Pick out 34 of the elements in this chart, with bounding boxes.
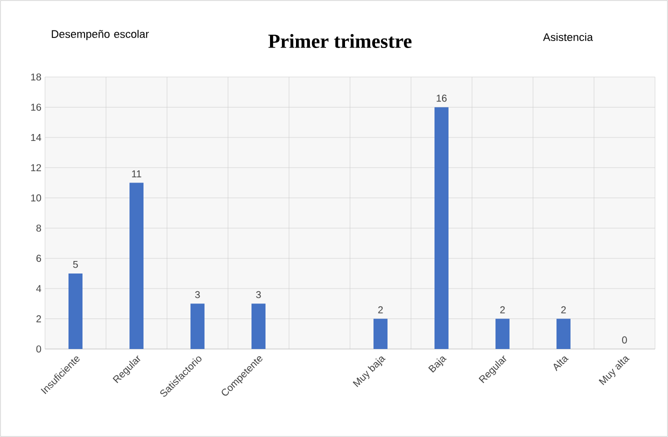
bar bbox=[68, 273, 82, 349]
data-label: 0 bbox=[622, 336, 627, 344]
bar bbox=[374, 318, 388, 349]
y-tick-label: 4 bbox=[36, 285, 42, 292]
data-label: 2 bbox=[500, 306, 505, 314]
data-label: 16 bbox=[436, 94, 447, 102]
x-tick-label: Muy baja bbox=[352, 356, 386, 388]
bar bbox=[130, 182, 144, 349]
y-tick-label: 14 bbox=[31, 134, 42, 141]
y-tick-label: 10 bbox=[31, 194, 42, 202]
data-label: 2 bbox=[378, 306, 383, 314]
data-label: 5 bbox=[73, 260, 78, 268]
bar bbox=[496, 318, 510, 349]
x-tick-label: Alta bbox=[554, 356, 569, 372]
y-tick-label: 12 bbox=[31, 164, 41, 172]
x-tick-label: Muy alta bbox=[598, 356, 630, 386]
bar bbox=[556, 318, 571, 349]
data-label: 2 bbox=[561, 306, 566, 314]
y-tick-label: 6 bbox=[36, 254, 42, 262]
data-label: 11 bbox=[132, 170, 142, 178]
y-tick-label: 2 bbox=[36, 315, 41, 322]
data-label: 3 bbox=[256, 291, 261, 298]
y-tick-label: 8 bbox=[36, 224, 42, 232]
bar bbox=[252, 304, 266, 349]
bar bbox=[434, 107, 449, 349]
y-tick-label: 16 bbox=[31, 104, 42, 111]
text: Desempeño escolar bbox=[52, 30, 149, 40]
y-tick-label: 18 bbox=[31, 73, 42, 81]
text: Asistencia bbox=[543, 32, 593, 42]
bar bbox=[190, 304, 205, 349]
x-tick-label: Baja bbox=[428, 356, 447, 373]
chart-title: Primer trimestre bbox=[268, 34, 412, 48]
y-tick-label: 0 bbox=[36, 345, 42, 353]
data-label: 3 bbox=[195, 291, 200, 298]
